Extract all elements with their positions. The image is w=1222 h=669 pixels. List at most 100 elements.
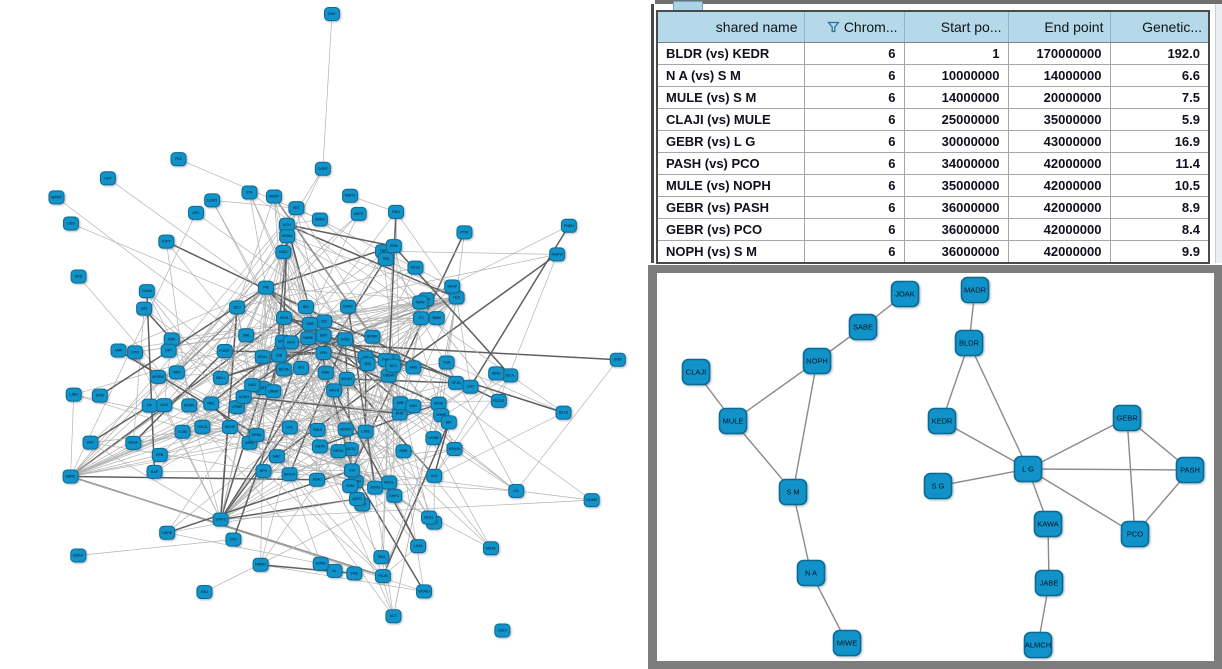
table-cell[interactable]: GEBR (vs) PASH [656,196,805,219]
table-cell[interactable]: 6 [803,218,905,241]
main-network-node[interactable]: DCJ [229,300,246,315]
main-network-node[interactable]: IDJM [174,424,191,439]
main-network-node[interactable]: BDI [297,300,314,315]
main-network-node[interactable]: WOGD [281,467,298,482]
main-network-node[interactable]: BIWD [340,299,357,314]
table-cell[interactable]: 1 [903,42,1009,65]
main-network-node[interactable]: AOSH [235,389,252,404]
table-cell[interactable]: MULE (vs) NOPH [656,174,805,197]
table-cell[interactable]: 6 [803,130,905,153]
table-cell[interactable]: 36000000 [903,240,1009,264]
table-cell[interactable]: 14000000 [903,86,1009,109]
table-cell[interactable]: 8.9 [1109,196,1210,219]
main-network-node[interactable]: ODJL [502,368,519,383]
table-cell[interactable]: 42000000 [1007,218,1111,241]
subnetwork-node-S-M[interactable]: S M [778,478,808,506]
column-header-2[interactable]: Start po... [903,11,1009,43]
main-network-node[interactable]: KAIE [317,365,334,380]
table-cell[interactable]: 6 [803,42,905,65]
subnetwork-node-GEBR[interactable]: GEBR [1112,404,1142,432]
main-network-node[interactable]: RWJI [309,422,326,437]
table-row[interactable]: MULE (vs) S M 6 14000000 20000000 7.5 [656,86,1210,109]
subnetwork-node-S-G[interactable]: S G [923,472,953,500]
table-cell[interactable]: 6 [803,196,905,219]
subnetwork-node-N-A[interactable]: N A [796,559,826,587]
main-network-view[interactable]: DKEKEOGHLDWKFGARIIWNMRNLHJAWMSIMUKWLTBEI… [0,0,648,669]
main-network-node[interactable]: HSCA [194,419,211,434]
main-network-node[interactable]: WPDP [48,190,65,205]
table-cell[interactable]: 42000000 [1007,152,1111,175]
table-cell[interactable]: MULE (vs) S M [656,86,805,109]
table-cell[interactable]: 14000000 [1007,64,1111,87]
main-network-node[interactable]: AGS [156,398,173,413]
main-network-node[interactable]: JDD [359,357,376,372]
table-cell[interactable]: 20000000 [1007,86,1111,109]
subnetwork-canvas[interactable]: JOAK MADR SABE BLDR NOPH CLAJI MULE KEDR GEBR L G… [657,273,1214,661]
subnetwork-node-JOAK[interactable]: JOAK [890,280,920,308]
table-cell[interactable]: 35000000 [903,174,1009,197]
filter-funnel-icon[interactable] [827,21,840,33]
table-cell[interactable]: 8.4 [1109,218,1210,241]
table-row[interactable]: GEBR (vs) PCO 6 36000000 42000000 8.4 [656,218,1210,241]
table-cell[interactable]: GEBR (vs) L G [656,130,805,153]
subnetwork-node-PASH[interactable]: PASH [1175,456,1205,484]
main-network-node[interactable]: BCLE [555,405,572,420]
column-header-4[interactable]: Genetic... [1109,11,1210,43]
main-network-node[interactable]: UNMK [265,384,282,399]
main-network-node[interactable]: JIWL [238,328,255,343]
table-cell[interactable]: 192.0 [1109,42,1210,65]
table-cell[interactable]: 30000000 [903,130,1009,153]
main-network-canvas[interactable]: DKEKEOGHLDWKFGARIIWNMRNLHJAWMSIMUKWLTBEI… [0,0,648,669]
main-network-node[interactable]: MUKW [549,247,566,262]
main-network-node[interactable]: JKBT [609,352,626,367]
main-network-node[interactable]: MUFO [342,188,359,203]
main-network-node[interactable]: ITJ [413,311,430,326]
main-network-node[interactable]: RJM [342,479,359,494]
table-cell[interactable]: 36000000 [903,196,1009,219]
table-cell[interactable]: 6 [803,64,905,87]
subnetwork-node-PCO[interactable]: PCO [1120,520,1150,548]
subnetwork-edge[interactable] [732,360,818,422]
main-network-node[interactable]: NASE [300,331,317,346]
main-network-node[interactable]: NDHP [221,420,238,435]
main-network-node[interactable]: ADAJ [309,472,326,487]
main-network-node[interactable]: WNH [488,366,505,381]
main-network-node[interactable]: RHU [388,204,405,219]
main-network-node[interactable]: SENA [248,427,265,442]
main-network-node[interactable]: KJPT [158,234,175,249]
main-network-node[interactable]: KWWU [446,442,463,457]
table-cell[interactable]: 170000000 [1007,42,1111,65]
subnetwork-node-ALMCH[interactable]: ALMCH [1023,631,1053,659]
main-network-node[interactable]: RIK [440,415,457,430]
main-network-node[interactable]: UJO [462,379,479,394]
table-cell[interactable]: 6 [803,86,905,109]
main-network-node[interactable]: TGA [438,355,455,370]
main-network-node[interactable]: PFT [293,360,310,375]
main-network-node[interactable]: IOL [508,483,525,498]
main-network-node[interactable]: ERJ [82,435,99,450]
main-network-node[interactable]: LHJA [410,539,427,554]
main-network-node[interactable]: ULRO [204,193,221,208]
subnetwork-edge[interactable] [1027,417,1128,470]
main-network-node[interactable]: DKE [324,7,340,21]
column-header-1[interactable]: Chrom... [803,11,905,43]
main-network-node[interactable]: NFD [168,365,185,380]
subnetwork-node-CLAJI[interactable]: CLAJI [681,358,711,386]
main-network-node[interactable]: NEDP [265,189,282,204]
main-network-node[interactable]: ISB [271,348,288,363]
main-network-node[interactable]: GIA [343,463,360,478]
main-network-node[interactable]: RME [395,444,412,459]
subnetwork-node-MADR[interactable]: MADR [960,276,990,304]
main-network-node[interactable]: SIC [316,314,333,329]
subnetwork-edge[interactable] [968,342,1029,470]
table-cell[interactable]: CLAJI (vs) MULE [656,108,805,131]
table-cell[interactable]: 6 [803,240,905,264]
main-network-node[interactable]: PIE [257,280,274,295]
subnetwork-node-MULE[interactable]: MULE [718,407,748,435]
main-network-node[interactable]: SRD [70,269,87,284]
table-cell[interactable]: 34000000 [903,152,1009,175]
table-cell[interactable]: 9.9 [1109,240,1210,264]
main-network-node[interactable]: MSAF [482,541,499,556]
table-scrollbar-track[interactable] [1215,4,1222,263]
main-network-node[interactable]: RDCL [381,475,398,490]
